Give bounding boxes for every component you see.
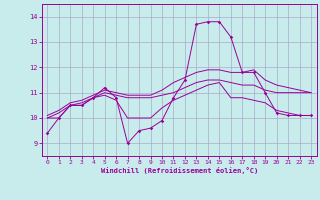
X-axis label: Windchill (Refroidissement éolien,°C): Windchill (Refroidissement éolien,°C) xyxy=(100,167,258,174)
